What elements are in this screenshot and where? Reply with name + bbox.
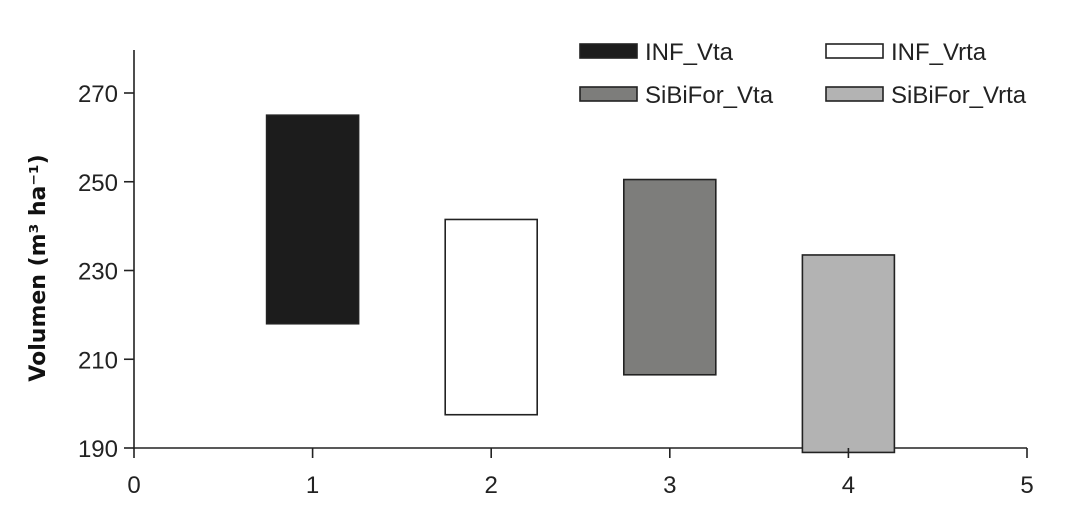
legend-swatch: [825, 43, 884, 59]
y-tick-label: 230: [78, 259, 118, 286]
bar-sibifor-vrta: [801, 254, 896, 454]
bar-inf-vrta: [444, 218, 539, 416]
legend-label: SiBiFor_Vrta: [891, 82, 1027, 109]
bar-inf-vta: [265, 114, 360, 325]
legend-swatch: [579, 86, 638, 102]
y-tick-label: 270: [78, 81, 118, 108]
legend-label: INF_Vta: [645, 39, 734, 66]
x-tick-label: 4: [842, 472, 855, 499]
bar-sibifor-vta: [622, 178, 717, 376]
y-tick-label: 190: [78, 436, 118, 463]
legend-swatch: [579, 43, 638, 59]
x-tick-label: 0: [127, 472, 140, 499]
x-tick-label: 2: [485, 472, 498, 499]
y-tick-label: 250: [78, 170, 118, 197]
x-tick-label: 3: [663, 472, 676, 499]
legend-label: SiBiFor_Vta: [645, 82, 774, 109]
y-axis-ticks: 190 210 230 250 270: [78, 81, 134, 463]
x-tick-label: 5: [1020, 472, 1033, 499]
x-axis-ticks: 0 1 2 3 4 5: [127, 448, 1034, 499]
y-axis-label: Volumen (m³ ha⁻¹): [26, 154, 51, 381]
legend-swatch: [825, 86, 884, 102]
legend-label: INF_Vrta: [891, 39, 987, 66]
x-tick-label: 1: [306, 472, 319, 499]
bars: [265, 114, 896, 454]
legend: INF_Vta INF_Vrta SiBiFor_Vta SiBiFor_Vrta: [579, 39, 1027, 109]
y-tick-label: 210: [78, 347, 118, 374]
